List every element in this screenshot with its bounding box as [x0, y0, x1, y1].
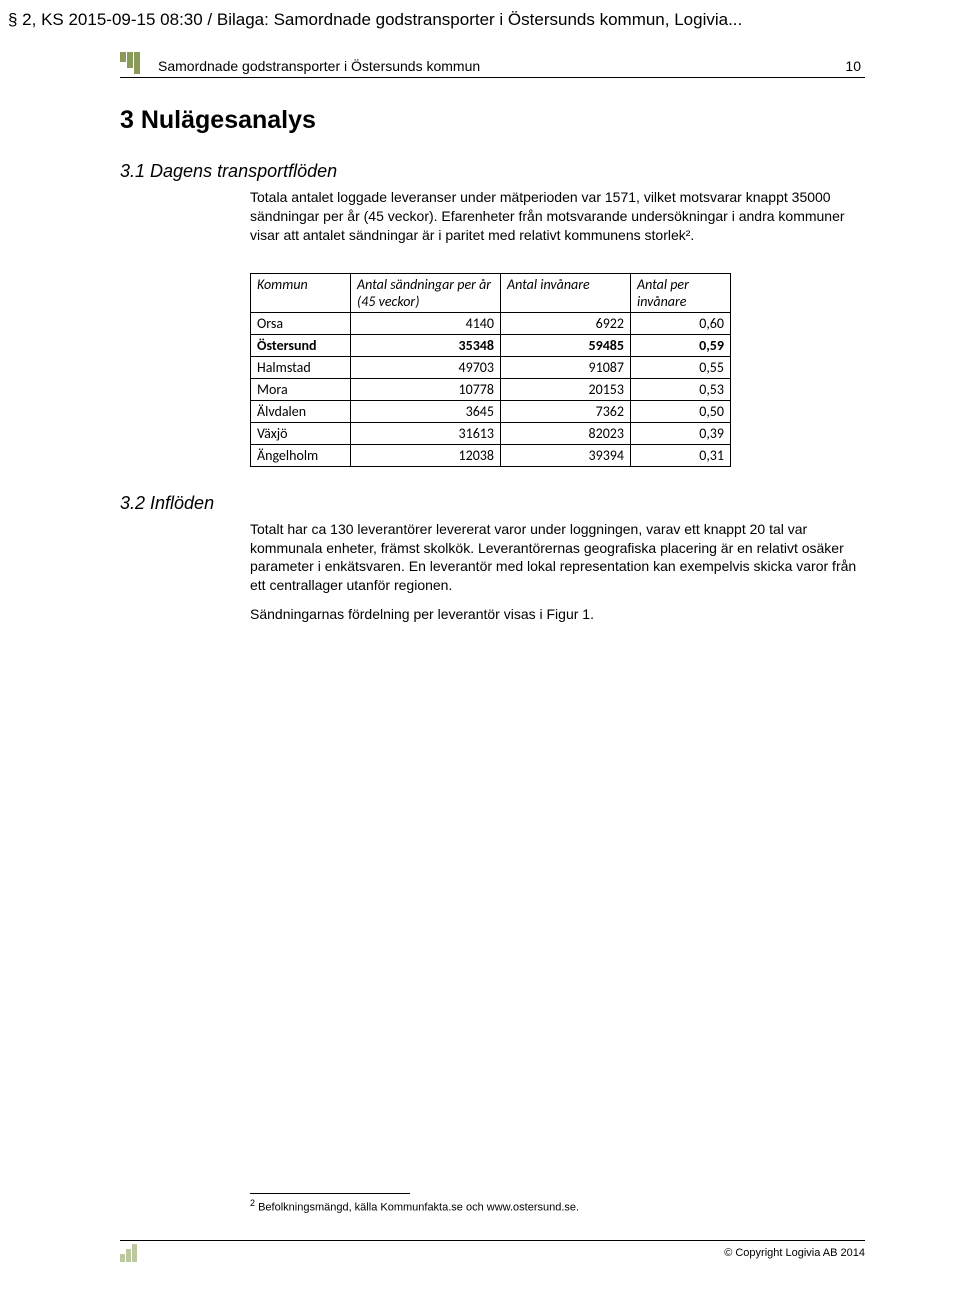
- table-cell: Orsa: [251, 312, 351, 334]
- table-cell: 0,60: [631, 312, 731, 334]
- footnote-rule: [250, 1193, 410, 1194]
- table-row: Östersund35348594850,59: [251, 334, 731, 356]
- table-cell: 0,31: [631, 444, 731, 466]
- table-header-row: Kommun Antal sändningar per år (45 vecko…: [251, 273, 731, 312]
- table-cell: Halmstad: [251, 356, 351, 378]
- subsection-3-2-heading: 3.2 Inflöden: [120, 493, 865, 514]
- table-cell: 7362: [501, 400, 631, 422]
- table-cell: 0,53: [631, 378, 731, 400]
- table-cell: 12038: [351, 444, 501, 466]
- table-cell: Mora: [251, 378, 351, 400]
- table-cell: 91087: [501, 356, 631, 378]
- section-heading: 3 Nulägesanalys: [120, 106, 865, 135]
- table-cell: Växjö: [251, 422, 351, 444]
- table-cell: 0,55: [631, 356, 731, 378]
- table-cell: 20153: [501, 378, 631, 400]
- paragraph: Totala antalet loggade leveranser under …: [250, 188, 865, 245]
- table-cell: 4140: [351, 312, 501, 334]
- table-cell: 0,50: [631, 400, 731, 422]
- table-cell: 0,39: [631, 422, 731, 444]
- table-cell: 0,59: [631, 334, 731, 356]
- table-row: Älvdalen364573620,50: [251, 400, 731, 422]
- table-header-cell: Antal sändningar per år (45 veckor): [351, 273, 501, 312]
- table-row: Växjö31613820230,39: [251, 422, 731, 444]
- table-row: Orsa414069220,60: [251, 312, 731, 334]
- footer-copyright: © Copyright Logivia AB 2014: [724, 1247, 865, 1259]
- comparison-table-wrap: Kommun Antal sändningar per år (45 vecko…: [250, 273, 865, 467]
- subsection-3-1-body: Totala antalet loggade leveranser under …: [250, 188, 865, 245]
- table-cell: 49703: [351, 356, 501, 378]
- paragraph: Totalt har ca 130 leverantörer levererat…: [250, 520, 865, 596]
- table-cell: 39394: [501, 444, 631, 466]
- subsection-3-1-heading: 3.1 Dagens transportflöden: [120, 161, 865, 182]
- header-title: Samordnade godstransporter i Östersunds …: [158, 58, 845, 74]
- table-cell: 35348: [351, 334, 501, 356]
- table-cell: 31613: [351, 422, 501, 444]
- table-cell: Ängelholm: [251, 444, 351, 466]
- paragraph: Sändningarnas fördelning per leverantör …: [250, 605, 865, 624]
- page-header: Samordnade godstransporter i Östersunds …: [120, 48, 865, 78]
- table-header-cell: Antal per invånare: [631, 273, 731, 312]
- header-page-number: 10: [845, 58, 865, 74]
- table-cell: Älvdalen: [251, 400, 351, 422]
- table-row: Halmstad49703910870,55: [251, 356, 731, 378]
- footnote: 2 Befolkningsmängd, källa Kommunfakta.se…: [250, 1198, 865, 1214]
- table-cell: 59485: [501, 334, 631, 356]
- subsection-3-2-body: Totalt har ca 130 leverantörer levererat…: [250, 520, 865, 624]
- footnote-text: Befolkningsmängd, källa Kommunfakta.se o…: [255, 1202, 579, 1214]
- table-cell: 82023: [501, 422, 631, 444]
- footnote-block: 2 Befolkningsmängd, källa Kommunfakta.se…: [120, 1193, 865, 1214]
- top-meta-bar: § 2, KS 2015-09-15 08:30 / Bilaga: Samor…: [0, 0, 960, 36]
- table-row: Ängelholm12038393940,31: [251, 444, 731, 466]
- table-cell: 3645: [351, 400, 501, 422]
- table-cell: 10778: [351, 378, 501, 400]
- page-content: Samordnade godstransporter i Östersunds …: [0, 36, 960, 624]
- comparison-table: Kommun Antal sändningar per år (45 vecko…: [250, 273, 731, 467]
- table-header-cell: Antal invånare: [501, 273, 631, 312]
- footer-logo-icon: [120, 1244, 138, 1262]
- table-cell: 6922: [501, 312, 631, 334]
- table-row: Mora10778201530,53: [251, 378, 731, 400]
- table-header-cell: Kommun: [251, 273, 351, 312]
- page-footer: © Copyright Logivia AB 2014: [120, 1240, 865, 1262]
- logo-icon: [120, 48, 146, 74]
- table-cell: Östersund: [251, 334, 351, 356]
